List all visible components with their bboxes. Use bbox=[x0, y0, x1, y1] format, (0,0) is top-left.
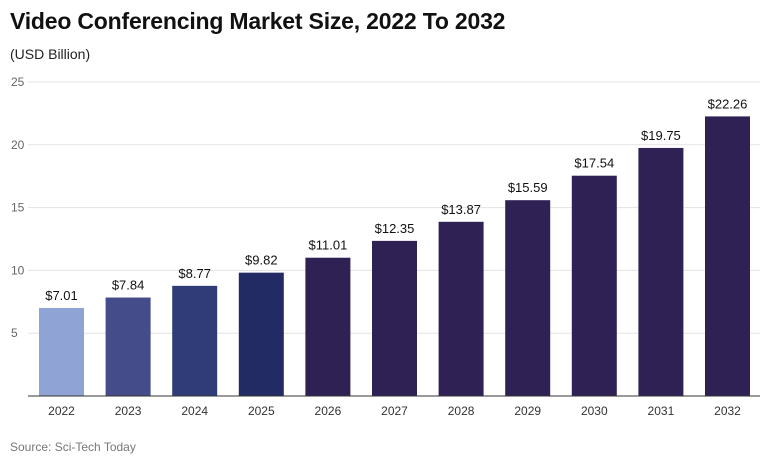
data-label-2022: $7.01 bbox=[45, 288, 78, 303]
bar-2024 bbox=[172, 285, 218, 396]
x-tick-label-2023: 2023 bbox=[115, 404, 142, 418]
x-tick-label-2032: 2032 bbox=[714, 404, 741, 418]
bar-2029 bbox=[505, 200, 551, 396]
y-tick-label: 20 bbox=[11, 138, 25, 152]
x-tick-label-2031: 2031 bbox=[648, 404, 675, 418]
data-label-2029: $15.59 bbox=[508, 180, 548, 195]
bar-2026 bbox=[305, 257, 351, 396]
bar-2028 bbox=[438, 221, 484, 396]
bar-2027 bbox=[372, 240, 417, 396]
data-label-2028: $13.87 bbox=[441, 202, 481, 217]
data-label-2030: $17.54 bbox=[574, 156, 614, 171]
chart-title: Video Conferencing Market Size, 2022 To … bbox=[10, 8, 506, 34]
data-label-2026: $11.01 bbox=[309, 238, 348, 253]
x-tick-label-2029: 2029 bbox=[514, 404, 541, 418]
x-tick-label-2028: 2028 bbox=[448, 404, 475, 418]
chart-subtitle: (USD Billion) bbox=[10, 46, 91, 62]
source-note: Source: Sci-Tech Today bbox=[10, 440, 136, 454]
x-tick-label-2030: 2030 bbox=[581, 404, 608, 418]
x-tick-label-2025: 2025 bbox=[248, 404, 275, 418]
y-tick-label: 25 bbox=[11, 75, 25, 89]
x-tick-label-2024: 2024 bbox=[181, 404, 208, 418]
data-label-2024: $8.77 bbox=[178, 266, 211, 281]
y-tick-label: 5 bbox=[11, 326, 18, 340]
bar-2030 bbox=[571, 175, 617, 396]
data-label-2023: $7.84 bbox=[112, 278, 145, 293]
y-tick-label: 15 bbox=[11, 201, 25, 215]
data-label-2031: $19.75 bbox=[641, 128, 681, 143]
data-label-2025: $9.82 bbox=[245, 253, 278, 268]
x-tick-label-2022: 2022 bbox=[48, 404, 75, 418]
bar-2023 bbox=[105, 297, 151, 396]
bar-2032 bbox=[705, 116, 750, 396]
data-label-2027: $12.35 bbox=[375, 221, 415, 236]
x-tick-label-2027: 2027 bbox=[381, 404, 408, 418]
x-tick-label-2026: 2026 bbox=[315, 404, 342, 418]
bar-2031 bbox=[638, 147, 684, 396]
data-label-2032: $22.26 bbox=[708, 96, 748, 111]
bar-2025 bbox=[238, 272, 284, 396]
y-tick-label: 10 bbox=[11, 263, 25, 277]
bar-2022 bbox=[39, 307, 84, 396]
